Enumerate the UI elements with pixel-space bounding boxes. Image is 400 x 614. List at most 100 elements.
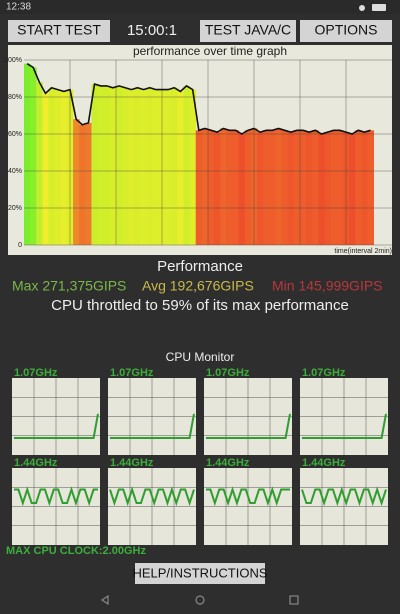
- nav-home[interactable]: [195, 595, 205, 605]
- perf-bar: [269, 130, 276, 245]
- perf-max: Max 271,375GIPS: [12, 278, 126, 294]
- java-label: TEST JAVA/C: [205, 22, 291, 38]
- core-trace: [14, 413, 99, 440]
- perf-bar: [158, 89, 166, 245]
- perf-bar: [54, 89, 62, 245]
- max-clock: MAX CPU CLOCK:2.00GHz: [6, 545, 146, 557]
- status-icons: [359, 4, 386, 11]
- perf-bar: [109, 87, 117, 245]
- core-trace: [206, 413, 291, 440]
- perf-bar: [177, 91, 184, 245]
- perf-heading: Performance: [157, 258, 243, 275]
- help-label: HELP/INSTRUCTIONS: [132, 565, 267, 580]
- core-trace: [206, 486, 290, 507]
- perf-line: [26, 63, 371, 135]
- perf-bar: [152, 89, 160, 245]
- perf-bar: [300, 130, 307, 245]
- y-tick-label: 100%: [4, 57, 22, 64]
- nav-recent[interactable]: [289, 595, 299, 605]
- perf-bar: [312, 130, 319, 245]
- y-tick-label: 0: [18, 242, 22, 249]
- perf-bar: [355, 130, 362, 245]
- perf-bar: [263, 130, 270, 245]
- options-button[interactable]: [300, 20, 392, 42]
- perf-bar: [91, 84, 98, 245]
- core-label: 1.07GHz: [14, 367, 58, 379]
- core-label: 1.07GHz: [110, 367, 154, 379]
- perf-bar: [73, 119, 80, 245]
- cpu-cores: 1.07GHz 1.07GHz 1.07GHz 1.07GHz 1.44GHz 1.44G…: [12, 367, 388, 545]
- core-label: 1.07GHz: [302, 367, 346, 379]
- perf-bar: [189, 89, 197, 245]
- perf-bar: [128, 89, 135, 245]
- core-label: 1.44GHz: [206, 457, 250, 469]
- perf-bar: [208, 130, 215, 245]
- perf-bar: [318, 134, 325, 245]
- perf-min: Min 145,999GIPS: [272, 278, 383, 294]
- perf-bar: [134, 87, 141, 245]
- status-bar: [0, 0, 400, 14]
- y-tick-label: 40%: [8, 168, 22, 175]
- perf-bar: [201, 128, 209, 245]
- java-button[interactable]: [200, 20, 296, 42]
- start-button[interactable]: [8, 20, 110, 42]
- perf-bar: [306, 132, 313, 245]
- perf-bar: [324, 132, 332, 245]
- core-trace: [14, 486, 98, 507]
- help-button[interactable]: [135, 563, 265, 584]
- core-label: 1.44GHz: [110, 457, 154, 469]
- y-tick-label: 80%: [8, 94, 22, 101]
- perf-bar: [367, 130, 374, 245]
- perf-bar: [330, 130, 338, 245]
- timer: 15:00:1: [127, 22, 177, 39]
- perf-bar: [116, 85, 123, 246]
- perf-bar: [42, 93, 49, 245]
- perf-avg: Avg 192,676GIPS: [142, 278, 254, 294]
- perf-bar: [293, 130, 301, 245]
- perf-bar: [336, 130, 344, 245]
- perf-bar: [281, 130, 289, 245]
- perf-bar: [140, 89, 148, 245]
- perf-bar: [97, 85, 105, 246]
- perf-bar: [146, 87, 154, 245]
- nav-back[interactable]: [100, 594, 109, 606]
- graph-title: performance over time graph: [133, 44, 287, 58]
- perf-bar: [214, 132, 221, 245]
- core-label-bg: [12, 368, 100, 378]
- perf-bar: [287, 132, 295, 245]
- perf-bar: [361, 132, 368, 245]
- perf-bar: [48, 87, 56, 245]
- nav-bar: [100, 594, 299, 606]
- perf-bar: [232, 130, 240, 245]
- core-trace: [301, 486, 387, 507]
- perf-bar: [60, 91, 68, 245]
- core-trace: [302, 413, 387, 440]
- perf-bar: [79, 124, 86, 245]
- perf-bar: [257, 132, 264, 245]
- y-tick-label: 60%: [8, 131, 22, 138]
- perf-bar: [250, 128, 258, 245]
- cpu-monitor-title: CPU Monitor: [166, 350, 235, 364]
- perf-bar: [275, 128, 282, 245]
- core-label-bg: [204, 368, 292, 378]
- core-label: 1.44GHz: [302, 457, 346, 469]
- perf-bar: [85, 122, 92, 245]
- perf-bar: [24, 63, 31, 246]
- start-label: START TEST: [17, 22, 101, 38]
- core-trace: [110, 413, 195, 440]
- perf-bar: [244, 130, 252, 245]
- perf-bar: [36, 82, 43, 245]
- perf-bar: [220, 128, 227, 245]
- core-label-bg: [204, 458, 292, 468]
- perf-bar: [165, 89, 172, 245]
- perf-bar: [122, 87, 129, 245]
- perf-bar: [349, 134, 356, 245]
- core-label-bg: [12, 458, 100, 468]
- core-label-bg: [108, 368, 196, 378]
- perf-bar: [30, 67, 37, 246]
- graph: 0 20% 40% 60% 80% 100%: [4, 57, 392, 249]
- options-label: OPTIONS: [314, 22, 377, 38]
- perf-bar: [103, 85, 111, 246]
